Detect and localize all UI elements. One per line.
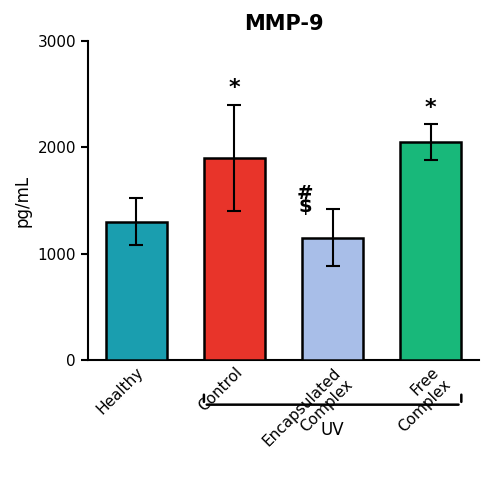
Text: UV: UV — [321, 420, 345, 438]
Y-axis label: pg/mL: pg/mL — [14, 174, 32, 227]
Text: *: * — [229, 78, 240, 98]
Title: MMP-9: MMP-9 — [244, 14, 323, 34]
Text: #: # — [297, 184, 314, 203]
Bar — [302, 238, 363, 360]
Bar — [400, 142, 461, 360]
Text: $: $ — [298, 198, 312, 216]
Bar — [106, 222, 167, 360]
Bar — [204, 158, 265, 360]
Text: *: * — [425, 98, 437, 117]
